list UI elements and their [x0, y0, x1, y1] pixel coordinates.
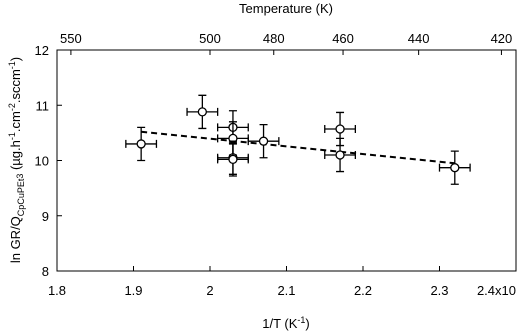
- x-tick-label: 1.8: [48, 283, 66, 298]
- x-tick-label: 2.4x10: [477, 283, 516, 298]
- y-tick-label: 9: [42, 209, 49, 224]
- x2-tick-label: 550: [60, 31, 82, 46]
- x-tick-label: 2: [206, 283, 213, 298]
- x-tick-label: 1.9: [124, 283, 142, 298]
- point: [136, 139, 146, 149]
- label-part: CpCuPEt: [16, 178, 26, 216]
- point: [335, 124, 345, 134]
- x2-tick-label: 440: [408, 31, 430, 46]
- point: [450, 163, 460, 173]
- y-axis-label: ln GR/QCpCuPEt3 (µg.h-1.cm-2.sccm-1): [7, 57, 26, 263]
- x2-tick-label: 480: [263, 31, 285, 46]
- label-part: -2: [7, 103, 17, 111]
- label-part: -1: [7, 132, 17, 140]
- fit-line: [141, 130, 455, 165]
- y-tick-label: 12: [35, 43, 49, 58]
- label-part: -1: [7, 61, 17, 69]
- point: [228, 154, 238, 165]
- point: [335, 150, 345, 160]
- label-part: ): [8, 57, 23, 61]
- x2-tick-label: 420: [491, 31, 513, 46]
- x-tick-label: 2.2: [354, 283, 372, 298]
- y-tick-label: 11: [36, 98, 50, 113]
- label-part: 1/T (K: [262, 316, 297, 331]
- label-part: .sccm: [8, 69, 23, 103]
- y-tick-label: 10: [35, 154, 49, 169]
- x-axis-label: 1/T (K-1): [262, 315, 310, 331]
- label-part: 3: [15, 174, 25, 179]
- x-tick-label: 2.1: [277, 283, 295, 298]
- label-part: ln GR/Q: [8, 216, 23, 263]
- label-part: (µg.h: [8, 140, 23, 174]
- point: [258, 136, 269, 146]
- point: [197, 107, 208, 117]
- x2-tick-label: 460: [332, 31, 354, 46]
- label-part: -1: [297, 315, 305, 325]
- y-tick-label: 8: [42, 264, 49, 279]
- label-part: .cm: [8, 111, 23, 132]
- x2-tick-label: 500: [199, 31, 221, 46]
- label-part: ): [305, 316, 309, 331]
- plot-frame: [56, 49, 517, 272]
- x2-axis-label: Temperature (K): [239, 1, 333, 16]
- x-tick-label: 2.3: [430, 283, 448, 298]
